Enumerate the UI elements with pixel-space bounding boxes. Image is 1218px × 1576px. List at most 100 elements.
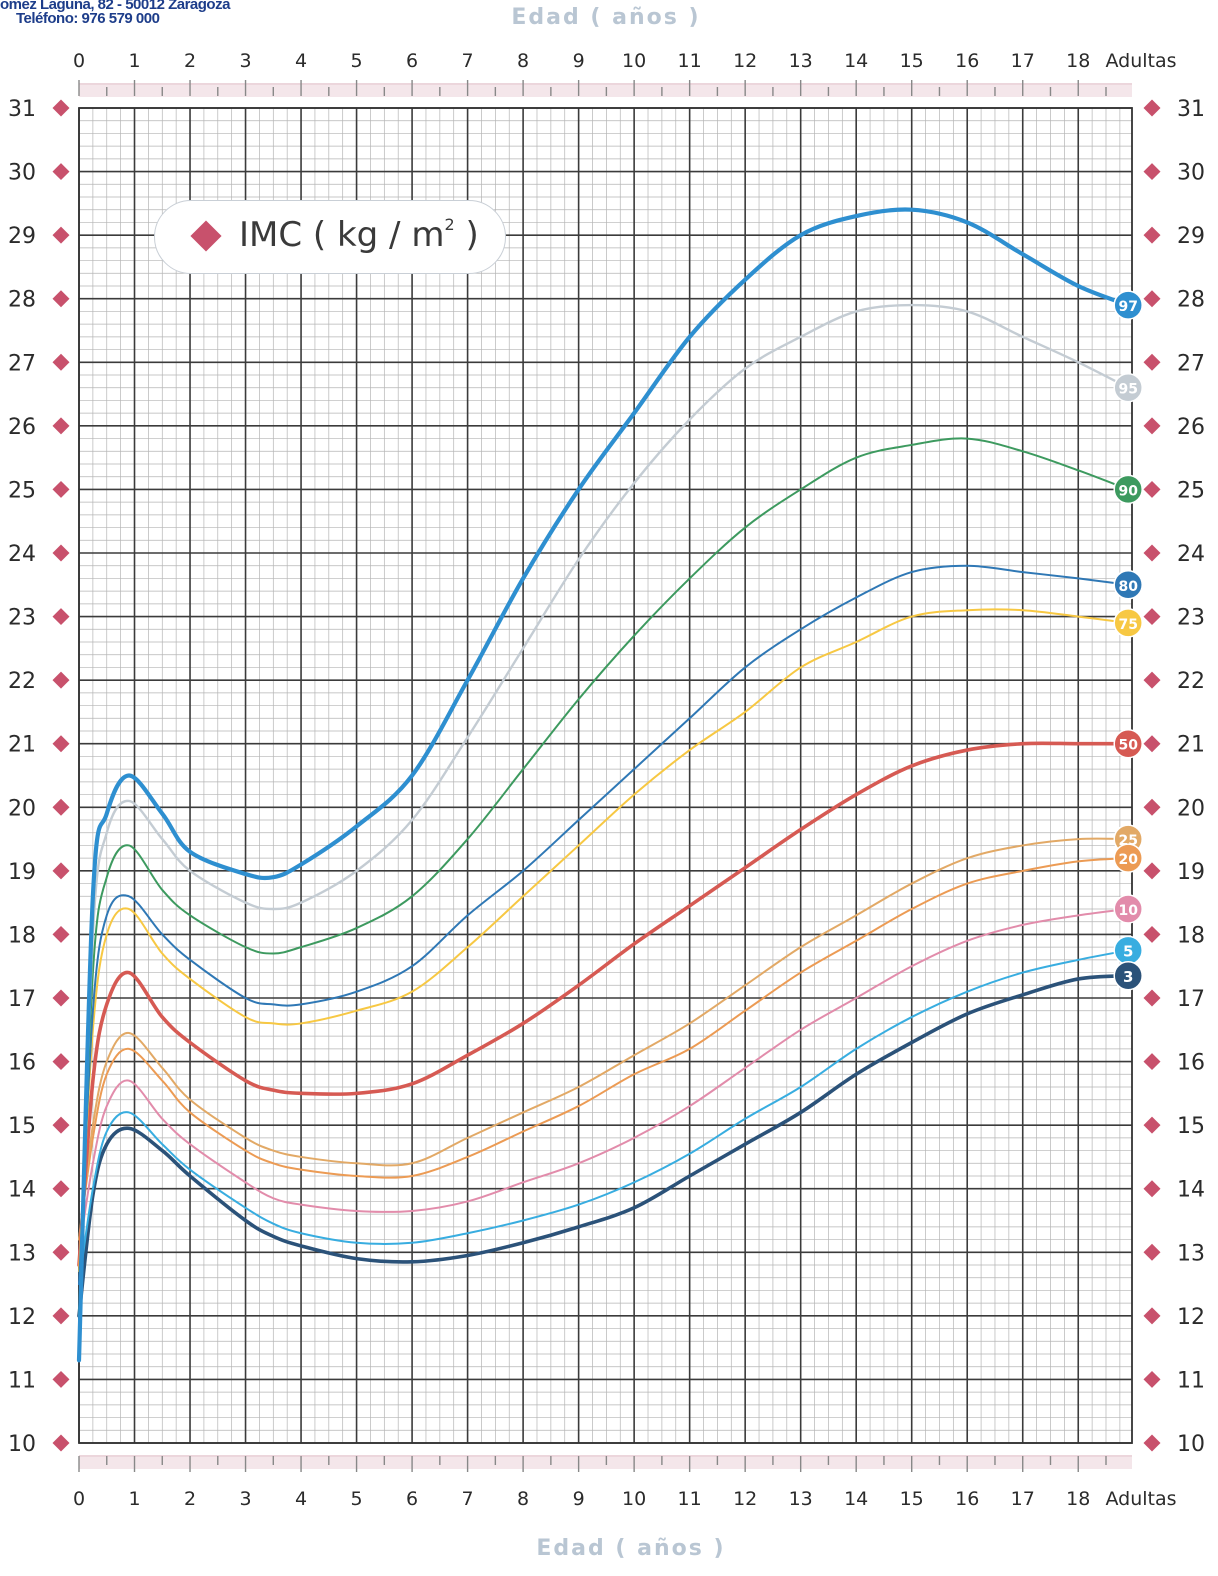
- x-axis-title-top: Edad ( años ): [511, 5, 701, 30]
- diamond-icon: [1143, 226, 1161, 244]
- diamond-icon: [52, 544, 70, 562]
- diamond-icon: [52, 480, 70, 498]
- x-tick-label-13-bottom: 13: [789, 1488, 813, 1510]
- percentile-badge-label-20: 20: [1118, 852, 1138, 868]
- y-tick-label-right-13: 13: [1177, 1241, 1205, 1266]
- diamond-icon: [52, 353, 70, 371]
- diamond-icon: [1143, 735, 1161, 753]
- x-tick-label-5-top: 5: [351, 50, 363, 72]
- percentile-badge-label-97: 97: [1118, 299, 1137, 315]
- plot-border: [78, 107, 1133, 1444]
- imc-legend-superscript: 2: [444, 215, 455, 234]
- diamond-icon: [1143, 353, 1161, 371]
- imc-legend-box: IMC ( kg / m2 ): [154, 200, 506, 274]
- diamond-icon: [1143, 290, 1161, 308]
- diamond-icon: [1143, 671, 1161, 689]
- y-tick-label-left-11: 11: [8, 1368, 36, 1393]
- x-tick-label-7-top: 7: [462, 50, 474, 72]
- y-tick-label-left-14: 14: [8, 1178, 36, 1203]
- diamond-icon: [52, 417, 70, 435]
- diamond-icon: [1143, 608, 1161, 626]
- x-tick-label-17-top: 17: [1011, 50, 1035, 72]
- percentile-3-line: [77, 973, 1131, 1318]
- x-tick-label-9-bottom: 9: [573, 1488, 585, 1510]
- x-tick-label-12-bottom: 12: [733, 1488, 757, 1510]
- x-tick-label-11-bottom: 11: [678, 1488, 702, 1510]
- y-tick-label-right-30: 30: [1177, 161, 1205, 186]
- y-tick-label-right-16: 16: [1177, 1051, 1205, 1076]
- percentile-badge-90: [1113, 474, 1143, 505]
- y-tick-label-left-21: 21: [8, 733, 36, 758]
- diamond-icon: [52, 671, 70, 689]
- percentile-badge-75: [1113, 608, 1143, 638]
- percentile-25-line: [78, 837, 1130, 1241]
- x-tick-label-15-top: 15: [900, 50, 924, 72]
- y-tick-label-right-17: 17: [1177, 987, 1205, 1012]
- diamond-icon: [52, 99, 70, 117]
- y-tick-label-left-20: 20: [8, 796, 36, 821]
- percentile-80-line: [78, 564, 1130, 1286]
- percentile-badge-label-80: 80: [1118, 579, 1138, 595]
- y-tick-label-right-22: 22: [1177, 669, 1205, 694]
- y-tick-label-left-27: 27: [8, 351, 36, 376]
- percentile-badge-label-95: 95: [1118, 382, 1137, 398]
- diamond-icon: [52, 735, 70, 753]
- diamond-icon: [52, 1370, 70, 1388]
- imc-legend-text: IMC ( kg / m: [239, 215, 445, 255]
- x-tick-label-2-top: 2: [184, 50, 196, 72]
- percentile-badge-3: [1113, 961, 1143, 991]
- x-tick-label-16-top: 16: [955, 50, 979, 72]
- diamond-icon: [52, 989, 70, 1007]
- diamond-icon: [1143, 544, 1161, 562]
- percentile-badge-20: [1113, 843, 1143, 873]
- y-tick-label-left-25: 25: [8, 478, 36, 503]
- diamond-icon: [52, 1116, 70, 1134]
- diamond-icon: [52, 226, 70, 244]
- diamond-icon: [1143, 1180, 1161, 1198]
- x-tick-label-adultas-top: Adultas: [1105, 50, 1176, 72]
- x-tick-label-3-bottom: 3: [239, 1488, 251, 1510]
- y-tick-label-left-17: 17: [8, 987, 36, 1012]
- imc-legend-label: IMC ( kg / m2 ): [239, 215, 479, 255]
- percentile-75-line: [78, 608, 1130, 1273]
- x-tick-label-5-bottom: 5: [351, 1488, 363, 1510]
- x-tick-label-6-bottom: 6: [406, 1488, 418, 1510]
- x-tick-label-11-top: 11: [678, 50, 702, 72]
- x-tick-label-0-top: 0: [73, 50, 85, 72]
- y-tick-label-right-14: 14: [1177, 1178, 1205, 1203]
- percentile-badge-10: [1113, 894, 1143, 924]
- y-tick-label-right-23: 23: [1177, 606, 1205, 631]
- diamond-icon: [1143, 480, 1161, 498]
- diamond-icon: [1143, 798, 1161, 816]
- diamond-icon: [190, 220, 222, 252]
- percentile-95-line: [77, 303, 1130, 1349]
- y-tick-label-left-22: 22: [8, 669, 36, 694]
- y-tick-label-left-16: 16: [8, 1051, 36, 1076]
- y-tick-label-right-11: 11: [1177, 1368, 1205, 1393]
- y-tick-label-left-19: 19: [8, 860, 36, 885]
- x-tick-label-adultas-bottom: Adultas: [1105, 1488, 1176, 1510]
- axis-ruler-bottom-band: [79, 1457, 1132, 1469]
- x-tick-label-14-bottom: 14: [844, 1488, 868, 1510]
- percentile-90-line: [78, 437, 1130, 1317]
- x-tick-label-0-bottom: 0: [73, 1488, 85, 1510]
- diamond-icon: [1143, 1053, 1161, 1071]
- diamond-icon: [1143, 925, 1161, 943]
- y-tick-label-left-29: 29: [8, 224, 36, 249]
- x-tick-label-3-top: 3: [239, 50, 251, 72]
- percentile-5-line: [78, 949, 1130, 1286]
- x-tick-label-9-top: 9: [573, 50, 585, 72]
- y-tick-label-left-23: 23: [8, 606, 36, 631]
- x-tick-label-13-top: 13: [789, 50, 813, 72]
- percentile-badge-80: [1113, 570, 1143, 600]
- x-tick-label-18-top: 18: [1066, 50, 1090, 72]
- diamond-icon: [1143, 1434, 1161, 1452]
- x-tick-label-8-bottom: 8: [517, 1488, 529, 1510]
- x-tick-label-17-bottom: 17: [1011, 1488, 1035, 1510]
- percentile-badge-label-90: 90: [1118, 483, 1138, 499]
- diamond-icon: [1143, 417, 1161, 435]
- x-tick-label-10-bottom: 10: [622, 1488, 646, 1510]
- diamond-icon: [52, 290, 70, 308]
- diamond-icon: [52, 1434, 70, 1452]
